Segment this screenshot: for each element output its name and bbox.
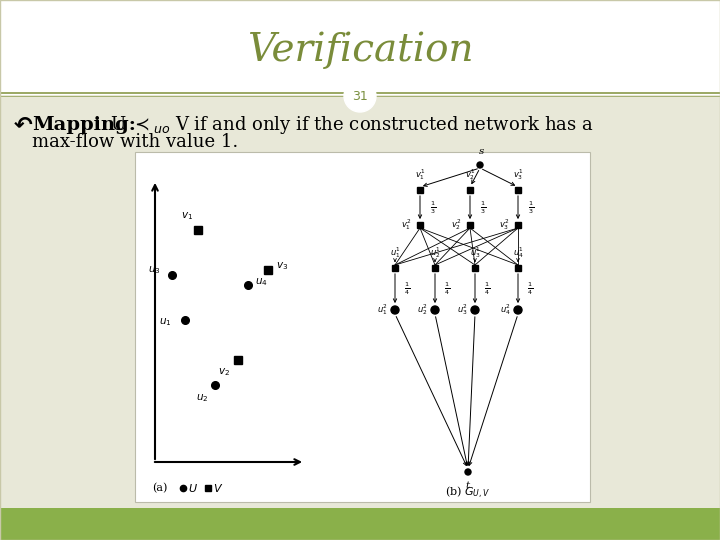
Bar [417,222,423,228]
Text: $v_2$: $v_2$ [218,366,230,378]
Bar [0,508,720,540]
Bar [515,187,521,193]
Bar [0,0,720,95]
Circle shape [344,80,376,112]
Text: $u_3^1$: $u_3^1$ [469,245,480,260]
Circle shape [391,306,399,314]
Circle shape [465,469,471,475]
Text: $u_2$: $u_2$ [196,392,208,404]
Text: $u_1$: $u_1$ [159,316,172,328]
Text: 31: 31 [352,90,368,103]
Text: $\frac{1}{3}$: $\frac{1}{3}$ [528,199,534,216]
Bar [515,265,521,271]
Text: $u_2^1$: $u_2^1$ [430,245,441,260]
Bar [467,222,473,228]
Text: $u_4^1$: $u_4^1$ [513,245,523,260]
Circle shape [477,162,483,168]
Bar [432,265,438,271]
Text: (a): (a) [152,483,167,493]
Text: $v_2^1$: $v_2^1$ [464,167,475,182]
Text: $u_1^2$: $u_1^2$ [377,302,388,318]
Text: Verification: Verification [247,31,473,69]
Text: $u_3^2$: $u_3^2$ [457,302,468,318]
Text: $u_2^2$: $u_2^2$ [417,302,428,318]
Circle shape [471,306,479,314]
Text: $u_4^2$: $u_4^2$ [500,302,511,318]
Text: $\frac{1}{3}$: $\frac{1}{3}$ [480,199,486,216]
Bar [417,187,423,193]
Text: $v_3^2$: $v_3^2$ [500,218,510,232]
Bar [472,265,478,271]
Text: $\frac{1}{3}$: $\frac{1}{3}$ [430,199,436,216]
Text: $V$: $V$ [213,482,223,494]
Text: ↶: ↶ [14,115,32,135]
Text: $v_2^2$: $v_2^2$ [451,218,462,232]
Circle shape [514,306,522,314]
Text: $u_4$: $u_4$ [255,276,268,288]
Text: $\frac{1}{4}$: $\frac{1}{4}$ [404,281,410,298]
Bar [515,222,521,228]
Text: $v_1^1$: $v_1^1$ [415,167,426,182]
Text: $v_3^1$: $v_3^1$ [513,167,523,182]
Text: U $\prec_{uo}$ V if and only if the constructed network has a: U $\prec_{uo}$ V if and only if the cons… [110,114,594,136]
Text: s: s [480,147,485,156]
Text: t: t [466,481,470,490]
Circle shape [431,306,439,314]
Bar [467,187,473,193]
Text: $\frac{1}{4}$: $\frac{1}{4}$ [484,281,490,298]
Text: $\frac{1}{4}$: $\frac{1}{4}$ [444,281,450,298]
Text: max-flow with value 1.: max-flow with value 1. [32,133,238,151]
Text: (b) $G_{U, V}$: (b) $G_{U, V}$ [445,485,491,501]
Text: $u_3$: $u_3$ [148,264,161,276]
Text: $\frac{1}{4}$: $\frac{1}{4}$ [527,281,533,298]
Text: $v_3$: $v_3$ [276,260,288,272]
Bar [135,152,590,502]
Bar [392,265,398,271]
Text: $v_1$: $v_1$ [181,210,193,222]
Text: $v_1^2$: $v_1^2$ [402,218,412,232]
Text: $U$: $U$ [188,482,198,494]
Text: $u_1^1$: $u_1^1$ [390,245,400,260]
Text: Mapping:: Mapping: [32,116,136,134]
